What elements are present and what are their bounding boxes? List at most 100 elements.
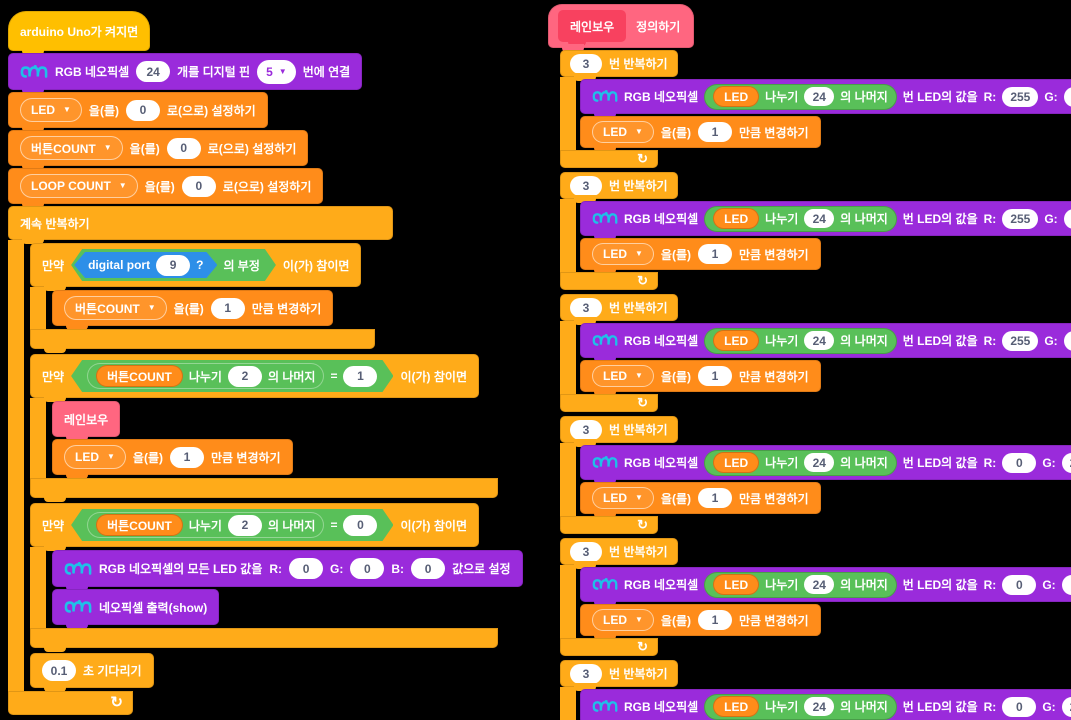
neopixel-set-led-block[interactable]: RGB 네오픽셀 LED 나누기 24 의 나머지 번 LED의 값을 R: 2… <box>580 79 1071 118</box>
set-variable-block[interactable]: LOOP COUNT ▼ 을(를) 0 로(으로) 설정하기 <box>8 168 324 208</box>
modulo-expression[interactable]: LED 나누기 24 의 나머지 <box>704 83 897 110</box>
repeat-count-input[interactable]: 3 <box>570 419 602 440</box>
wait-block[interactable]: 0.1 초 기다리기 <box>30 653 154 692</box>
set-value-input[interactable]: 0 <box>166 137 201 159</box>
variable-dropdown[interactable]: LED ▼ <box>592 487 654 509</box>
red-value-input[interactable]: 0 <box>289 558 324 579</box>
red-value-input[interactable]: 255 <box>1002 86 1039 107</box>
change-variable-block[interactable]: 버튼COUNT ▼ 을(를) 1 만큼 변경하기 <box>52 290 334 330</box>
neopixel-setup-block[interactable]: RGB 네오픽셀 24 개를 디지털 핀 5 ▼ 번에 연결 <box>8 53 363 94</box>
change-value-input[interactable]: 1 <box>698 122 732 142</box>
green-value-input[interactable]: 255 <box>1061 452 1071 473</box>
divisor-input[interactable]: 24 <box>804 331 835 350</box>
change-value-input[interactable]: 1 <box>698 244 732 264</box>
change-variable-block[interactable]: LED ▼ 을(를) 1 만큼 변경하기 <box>580 116 821 152</box>
repeat-loop-block[interactable]: 3 번 반복하기 RGB 네오픽셀 LED 나누기 24 의 나머지 번 LED… <box>560 50 1071 168</box>
compare-value-input[interactable]: 0 <box>343 515 377 536</box>
set-value-input[interactable]: 0 <box>181 175 216 197</box>
green-value-input[interactable]: 0 <box>350 558 385 579</box>
variable-dropdown[interactable]: LED ▼ <box>20 98 82 122</box>
green-value-input[interactable]: 100 <box>1063 208 1071 229</box>
red-value-input[interactable]: 255 <box>1002 208 1039 229</box>
neopixel-set-all-block[interactable]: RGB 네오픽셀의 모든 LED 값을 R: 0 G: 0 B: 0 값으로 설… <box>52 550 523 591</box>
define-rainbow-hat-block[interactable]: 레인보우 정의하기 <box>548 4 695 52</box>
divisor-input[interactable]: 24 <box>804 209 835 228</box>
if-header[interactable]: 만약 digital port 9 ? 의 부정 이(가) 참이면 <box>30 243 362 291</box>
if-block-even-count[interactable]: 만약 버튼COUNT 나누기 2 의 나머지 = 0 <box>30 503 523 652</box>
led-count-input[interactable]: 24 <box>136 61 171 82</box>
change-variable-block[interactable]: LED ▼ 을(를) 1 만큼 변경하기 <box>580 360 821 396</box>
red-value-input[interactable]: 255 <box>1002 330 1039 351</box>
equals-operator-hexagon[interactable]: 버튼COUNT 나누기 2 의 나머지 = 1 <box>71 360 393 392</box>
repeat-header[interactable]: 3 번 반복하기 <box>560 538 678 569</box>
change-value-input[interactable]: 1 <box>170 446 204 468</box>
variable-dropdown[interactable]: LOOP COUNT ▼ <box>20 174 138 198</box>
variable-reporter[interactable]: LED <box>713 208 760 229</box>
repeat-count-input[interactable]: 3 <box>570 53 602 74</box>
repeat-header[interactable]: 3 번 반복하기 <box>560 50 678 81</box>
repeat-count-input[interactable]: 3 <box>570 297 602 318</box>
neopixel-set-led-block[interactable]: RGB 네오픽셀 LED 나누기 24 의 나머지 번 LED의 값을 R: 2… <box>580 323 1071 362</box>
divisor-input[interactable]: 2 <box>228 515 262 536</box>
change-value-input[interactable]: 1 <box>698 610 732 630</box>
forever-header[interactable]: 계속 반복하기 <box>8 206 393 244</box>
variable-dropdown[interactable]: LED ▼ <box>592 365 654 387</box>
divisor-input[interactable]: 24 <box>804 87 835 106</box>
modulo-expression[interactable]: LED 나누기 24 의 나머지 <box>704 327 897 354</box>
change-variable-block[interactable]: LED ▼ 을(를) 1 만큼 변경하기 <box>52 439 293 479</box>
if-header[interactable]: 만약 버튼COUNT 나누기 2 의 나머지 = 1 <box>30 354 480 402</box>
modulo-expression[interactable]: LED 나누기 24 의 나머지 <box>704 205 897 232</box>
modulo-expression[interactable]: LED 나누기 24 의 나머지 <box>704 693 897 720</box>
repeat-loop-block[interactable]: 3 번 반복하기 RGB 네오픽셀 LED 나누기 24 의 나머지 번 LED… <box>560 416 1071 534</box>
blue-value-input[interactable]: 0 <box>411 558 446 579</box>
not-operator-hexagon[interactable]: digital port 9 ? 의 부정 <box>71 249 276 281</box>
change-value-input[interactable]: 1 <box>698 488 732 508</box>
repeat-loop-block[interactable]: 3 번 반복하기 RGB 네오픽셀 LED 나누기 24 의 나머지 번 LED… <box>560 172 1071 290</box>
variable-reporter[interactable]: LED <box>713 574 760 595</box>
red-value-input[interactable]: 0 <box>1002 696 1037 717</box>
red-value-input[interactable]: 0 <box>1002 574 1037 595</box>
neopixel-set-led-block[interactable]: RGB 네오픽셀 LED 나누기 24 의 나머지 번 LED의 값을 R: 2… <box>580 201 1071 240</box>
function-name-badge[interactable]: 레인보우 <box>558 10 627 46</box>
modulo-expression[interactable]: 버튼COUNT 나누기 2 의 나머지 <box>87 512 324 538</box>
divisor-input[interactable]: 2 <box>228 366 262 387</box>
equals-operator-hexagon[interactable]: 버튼COUNT 나누기 2 의 나머지 = 0 <box>71 509 393 541</box>
repeat-count-input[interactable]: 3 <box>570 663 602 684</box>
variable-dropdown[interactable]: 버튼COUNT ▼ <box>64 296 167 320</box>
if-block-button-pressed[interactable]: 만약 digital port 9 ? 의 부정 이(가) 참이면 <box>30 243 375 353</box>
repeat-count-input[interactable]: 3 <box>570 175 602 196</box>
modulo-expression[interactable]: LED 나누기 24 의 나머지 <box>704 571 897 598</box>
change-variable-block[interactable]: LED ▼ 을(를) 1 만큼 변경하기 <box>580 238 821 274</box>
variable-reporter[interactable]: LED <box>713 452 760 473</box>
repeat-header[interactable]: 3 번 반복하기 <box>560 660 678 691</box>
repeat-header[interactable]: 3 번 반복하기 <box>560 416 678 447</box>
set-variable-block[interactable]: LED ▼ 을(를) 0 로(으로) 설정하기 <box>8 92 268 132</box>
forever-loop-block[interactable]: 계속 반복하기 만약 digital port 9 ? <box>8 206 523 715</box>
repeat-header[interactable]: 3 번 반복하기 <box>560 172 678 203</box>
variable-dropdown[interactable]: LED ▼ <box>592 609 654 631</box>
variable-dropdown[interactable]: LED ▼ <box>592 243 654 265</box>
green-value-input[interactable]: 0 <box>1061 574 1071 595</box>
red-value-input[interactable]: 0 <box>1002 452 1037 473</box>
change-value-input[interactable]: 1 <box>210 297 245 319</box>
repeat-loop-block[interactable]: 3 번 반복하기 RGB 네오픽셀 LED 나누기 24 의 나머지 번 LED… <box>560 294 1071 412</box>
variable-reporter[interactable]: 버튼COUNT <box>96 514 183 536</box>
variable-reporter[interactable]: LED <box>713 86 760 107</box>
variable-dropdown[interactable]: LED ▼ <box>592 121 654 143</box>
green-value-input[interactable]: 255 <box>1063 330 1071 351</box>
modulo-expression[interactable]: 버튼COUNT 나누기 2 의 나머지 <box>87 363 324 389</box>
wait-seconds-input[interactable]: 0.1 <box>42 660 76 681</box>
variable-dropdown[interactable]: 버튼COUNT ▼ <box>20 136 123 160</box>
divisor-input[interactable]: 24 <box>804 453 835 472</box>
green-value-input[interactable]: 255 <box>1061 696 1071 717</box>
neopixel-set-led-block[interactable]: RGB 네오픽셀 LED 나누기 24 의 나머지 번 LED의 값을 R: 0… <box>580 567 1071 606</box>
arduino-start-hat-block[interactable]: arduino Uno가 켜지면 <box>8 11 151 55</box>
set-variable-block[interactable]: 버튼COUNT ▼ 을(를) 0 로(으로) 설정하기 <box>8 130 309 170</box>
variable-dropdown[interactable]: LED ▼ <box>64 445 126 469</box>
digital-port-sensor-hexagon[interactable]: digital port 9 ? <box>74 252 217 278</box>
divisor-input[interactable]: 24 <box>804 697 835 716</box>
port-number-input[interactable]: 9 <box>156 255 190 276</box>
change-variable-block[interactable]: LED ▼ 을(를) 1 만큼 변경하기 <box>580 482 821 518</box>
variable-reporter[interactable]: 버튼COUNT <box>96 365 183 387</box>
green-value-input[interactable]: 0 <box>1063 86 1071 107</box>
